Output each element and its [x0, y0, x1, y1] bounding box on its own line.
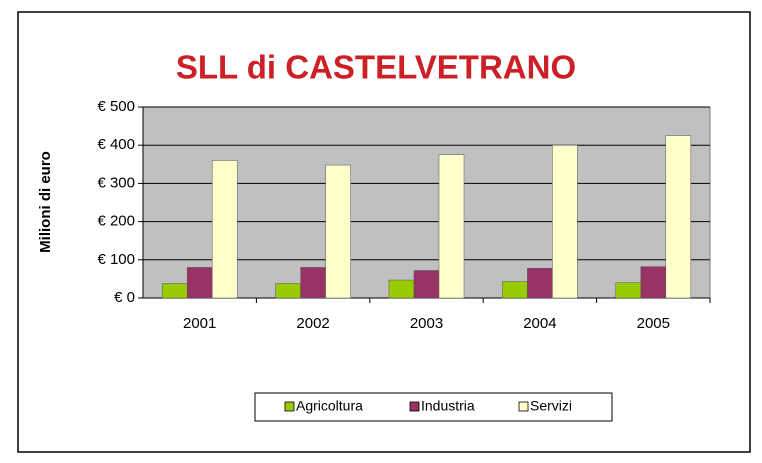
x-tick-label: 2002 — [296, 315, 329, 332]
bar — [502, 281, 528, 299]
x-tick-label: 2005 — [637, 315, 670, 332]
bar — [640, 266, 667, 299]
bar — [275, 283, 301, 299]
y-tick-label: € 0 — [114, 289, 135, 306]
legend-swatch — [284, 401, 295, 412]
bar — [325, 164, 351, 299]
bar — [552, 144, 578, 299]
bar — [211, 160, 238, 299]
bar — [161, 283, 188, 299]
bar — [438, 154, 465, 299]
bar — [300, 267, 326, 299]
y-tick-label: € 100 — [97, 251, 135, 268]
x-tick-label: 2004 — [523, 315, 556, 332]
y-tick-label: € 500 — [97, 98, 135, 115]
y-tick-label: € 200 — [97, 213, 135, 230]
bar — [186, 267, 213, 299]
x-tick-label: 2003 — [410, 315, 443, 332]
legend-label: Servizi — [530, 398, 572, 414]
bar — [527, 267, 553, 299]
legend-swatch — [518, 401, 529, 412]
y-tick-label: € 300 — [97, 174, 135, 191]
legend — [254, 392, 613, 422]
legend-label: Agricoltura — [296, 398, 363, 414]
bar — [388, 279, 415, 299]
legend-label: Industria — [421, 398, 475, 414]
bar — [615, 282, 642, 299]
y-tick-label: € 400 — [97, 136, 135, 153]
legend-swatch — [409, 401, 420, 412]
x-tick-label: 2001 — [183, 315, 216, 332]
bar — [665, 135, 692, 299]
plot-area — [142, 106, 711, 299]
y-axis-label: Milioni di euro — [37, 151, 54, 253]
bar — [413, 270, 440, 299]
chart-title: SLL di CASTELVETRANO — [176, 49, 576, 86]
